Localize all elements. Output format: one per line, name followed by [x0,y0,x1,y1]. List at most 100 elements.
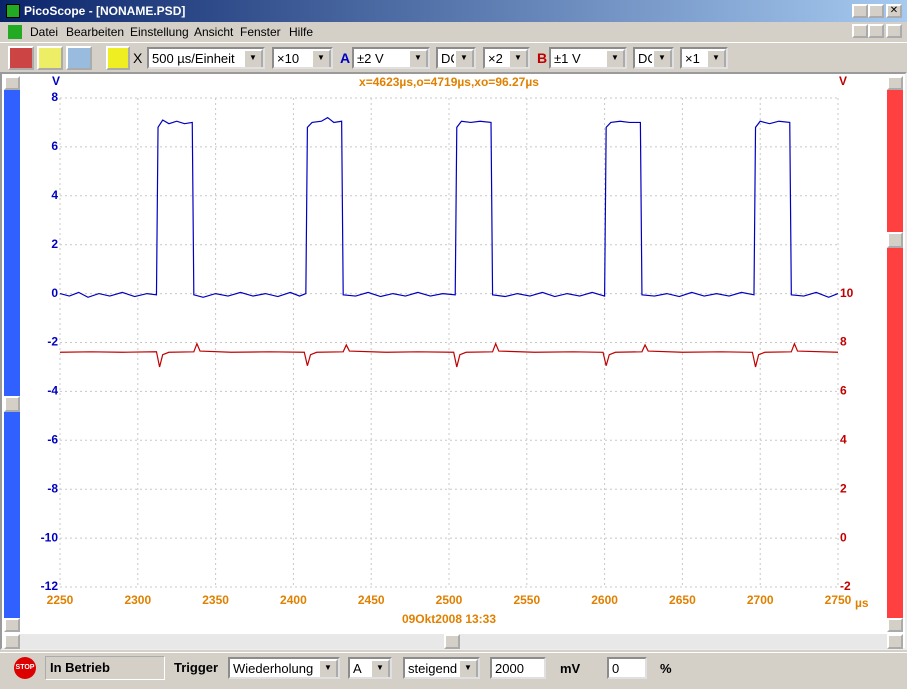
y-tick-label: -12 [41,579,59,593]
x-tick-label: 2400 [280,593,307,607]
delay-unit: % [660,661,672,676]
x-tick-label: 2500 [436,593,463,607]
status-bar: STOP In Betrieb Trigger mV % Wiederholun… [0,652,907,689]
menu-item[interactable]: Einstellung [130,25,189,39]
toolbar: X A B 500 µs/Einheit ▼ ×10 ▼ ±2 V ▼ DC ▼ ×2 ▼ ±1 V… [0,42,907,72]
dropdown-arrow[interactable]: ▼ [706,49,726,67]
y-tick-label: -8 [47,481,58,495]
scroll-thumb[interactable] [444,634,460,649]
minimize-button[interactable] [852,4,868,18]
scroll-up[interactable] [4,76,20,90]
spinner[interactable] [542,659,544,677]
run-state: In Betrieb [45,656,165,680]
spectrum-button[interactable] [37,46,63,70]
maximize-button[interactable] [868,4,884,18]
x-label: X [133,50,143,66]
y2-tick-label: 4 [840,432,847,446]
spin-input[interactable]: 0 [607,657,647,679]
level-unit: mV [560,661,581,676]
timestamp: 09Okt2008 13:33 [402,612,496,626]
y2-axis-unit: V [839,74,847,88]
dropdown[interactable]: ×1 ▼ [680,47,728,69]
y-tick-label: 6 [51,139,58,153]
doc-close[interactable] [886,24,902,38]
dropdown-arrow[interactable]: ▼ [311,49,331,67]
title-bar: PicoScope - [NONAME.PSD] ✕ [0,0,907,22]
dropdown-arrow[interactable]: ▼ [508,49,528,67]
dropdown-arrow[interactable]: ▼ [458,659,478,677]
x-tick-label: 2600 [591,593,618,607]
signal-trace [59,342,839,368]
scroll-down[interactable] [887,618,903,632]
dropdown-arrow[interactable]: ▼ [243,49,263,67]
right-offset-bar[interactable] [887,76,903,632]
menu-item[interactable]: Ansicht [194,25,234,39]
y2-tick-label: 6 [840,384,847,398]
y-tick-label: -2 [47,335,58,349]
doc-minimize[interactable] [852,24,868,38]
doc-restore[interactable] [868,24,884,38]
channel-a-label: A [340,50,351,66]
scroll-left[interactable] [4,634,20,649]
scroll-thumb[interactable] [4,396,20,412]
left-offset-bar[interactable] [4,76,20,632]
dropdown-arrow[interactable]: ▼ [605,49,625,67]
meter-button[interactable] [66,46,92,70]
y-tick-label: -10 [41,530,59,544]
x-tick-label: 2750 [825,593,852,607]
dropdown-arrow[interactable]: ▼ [370,659,390,677]
app-icon [6,4,20,18]
dropdown[interactable]: ±2 V ▼ [352,47,430,69]
dropdown[interactable]: steigend ▼ [403,657,480,679]
scroll-thumb[interactable] [887,232,903,248]
dropdown-arrow[interactable]: ▼ [408,49,428,67]
spin-input[interactable]: 2000 [490,657,546,679]
dropdown[interactable]: Wiederholung ▼ [228,657,340,679]
menu-item[interactable]: Fenster [240,25,281,39]
spinner[interactable] [643,659,645,677]
dropdown[interactable]: ×2 ▼ [483,47,530,69]
x-tick-label: 2250 [47,593,74,607]
y2-tick-label: 8 [840,335,847,349]
y2-tick-label: -2 [840,579,851,593]
y-tick-label: -4 [47,384,58,398]
signal-trace [59,116,839,298]
scroll-right[interactable] [887,634,903,649]
dropdown[interactable]: A ▼ [348,657,392,679]
y-axis-unit: V [52,74,60,88]
close-button[interactable]: ✕ [886,4,902,18]
menu-item[interactable]: Datei [30,25,59,39]
dropdown-arrow[interactable]: ▼ [318,659,338,677]
dropdown[interactable]: ×10 ▼ [272,47,333,69]
x-tick-label: 2650 [669,593,696,607]
y-tick-label: -6 [47,432,58,446]
horizontal-scrollbar[interactable] [4,634,903,649]
window-title: PicoScope - [NONAME.PSD] [24,4,186,18]
y-tick-label: 4 [51,188,58,202]
x-tick-label: 2550 [513,593,540,607]
menu-item[interactable]: Hilfe [289,25,314,39]
dropdown[interactable]: ±1 V ▼ [549,47,627,69]
scroll-up[interactable] [887,76,903,90]
y-tick-label: 8 [51,90,58,104]
y-tick-label: 0 [51,286,58,300]
scope-view [0,72,907,650]
scroll-down[interactable] [4,618,20,632]
trigger-button[interactable] [106,46,130,70]
cursor-readout: x=4623µs,o=4719µs,xo=96.27µs [359,75,539,89]
dropdown[interactable]: DC ▼ [633,47,674,69]
stop-button[interactable]: STOP [14,657,36,679]
dropdown-arrow[interactable]: ▼ [652,49,672,67]
dropdown[interactable]: DC ▼ [436,47,476,69]
menu-bar: Datei Bearbeiten Einstellung Ansicht Fenster… [0,22,907,42]
dropdown[interactable]: 500 µs/Einheit ▼ [147,47,265,69]
x-tick-label: 2450 [358,593,385,607]
scope-button[interactable] [8,46,34,70]
y-tick-label: 2 [51,237,58,251]
x-tick-label: 2700 [747,593,774,607]
channel-b-label: B [537,50,548,66]
menu-item[interactable]: Bearbeiten [66,25,125,39]
dropdown-arrow[interactable]: ▼ [454,49,474,67]
